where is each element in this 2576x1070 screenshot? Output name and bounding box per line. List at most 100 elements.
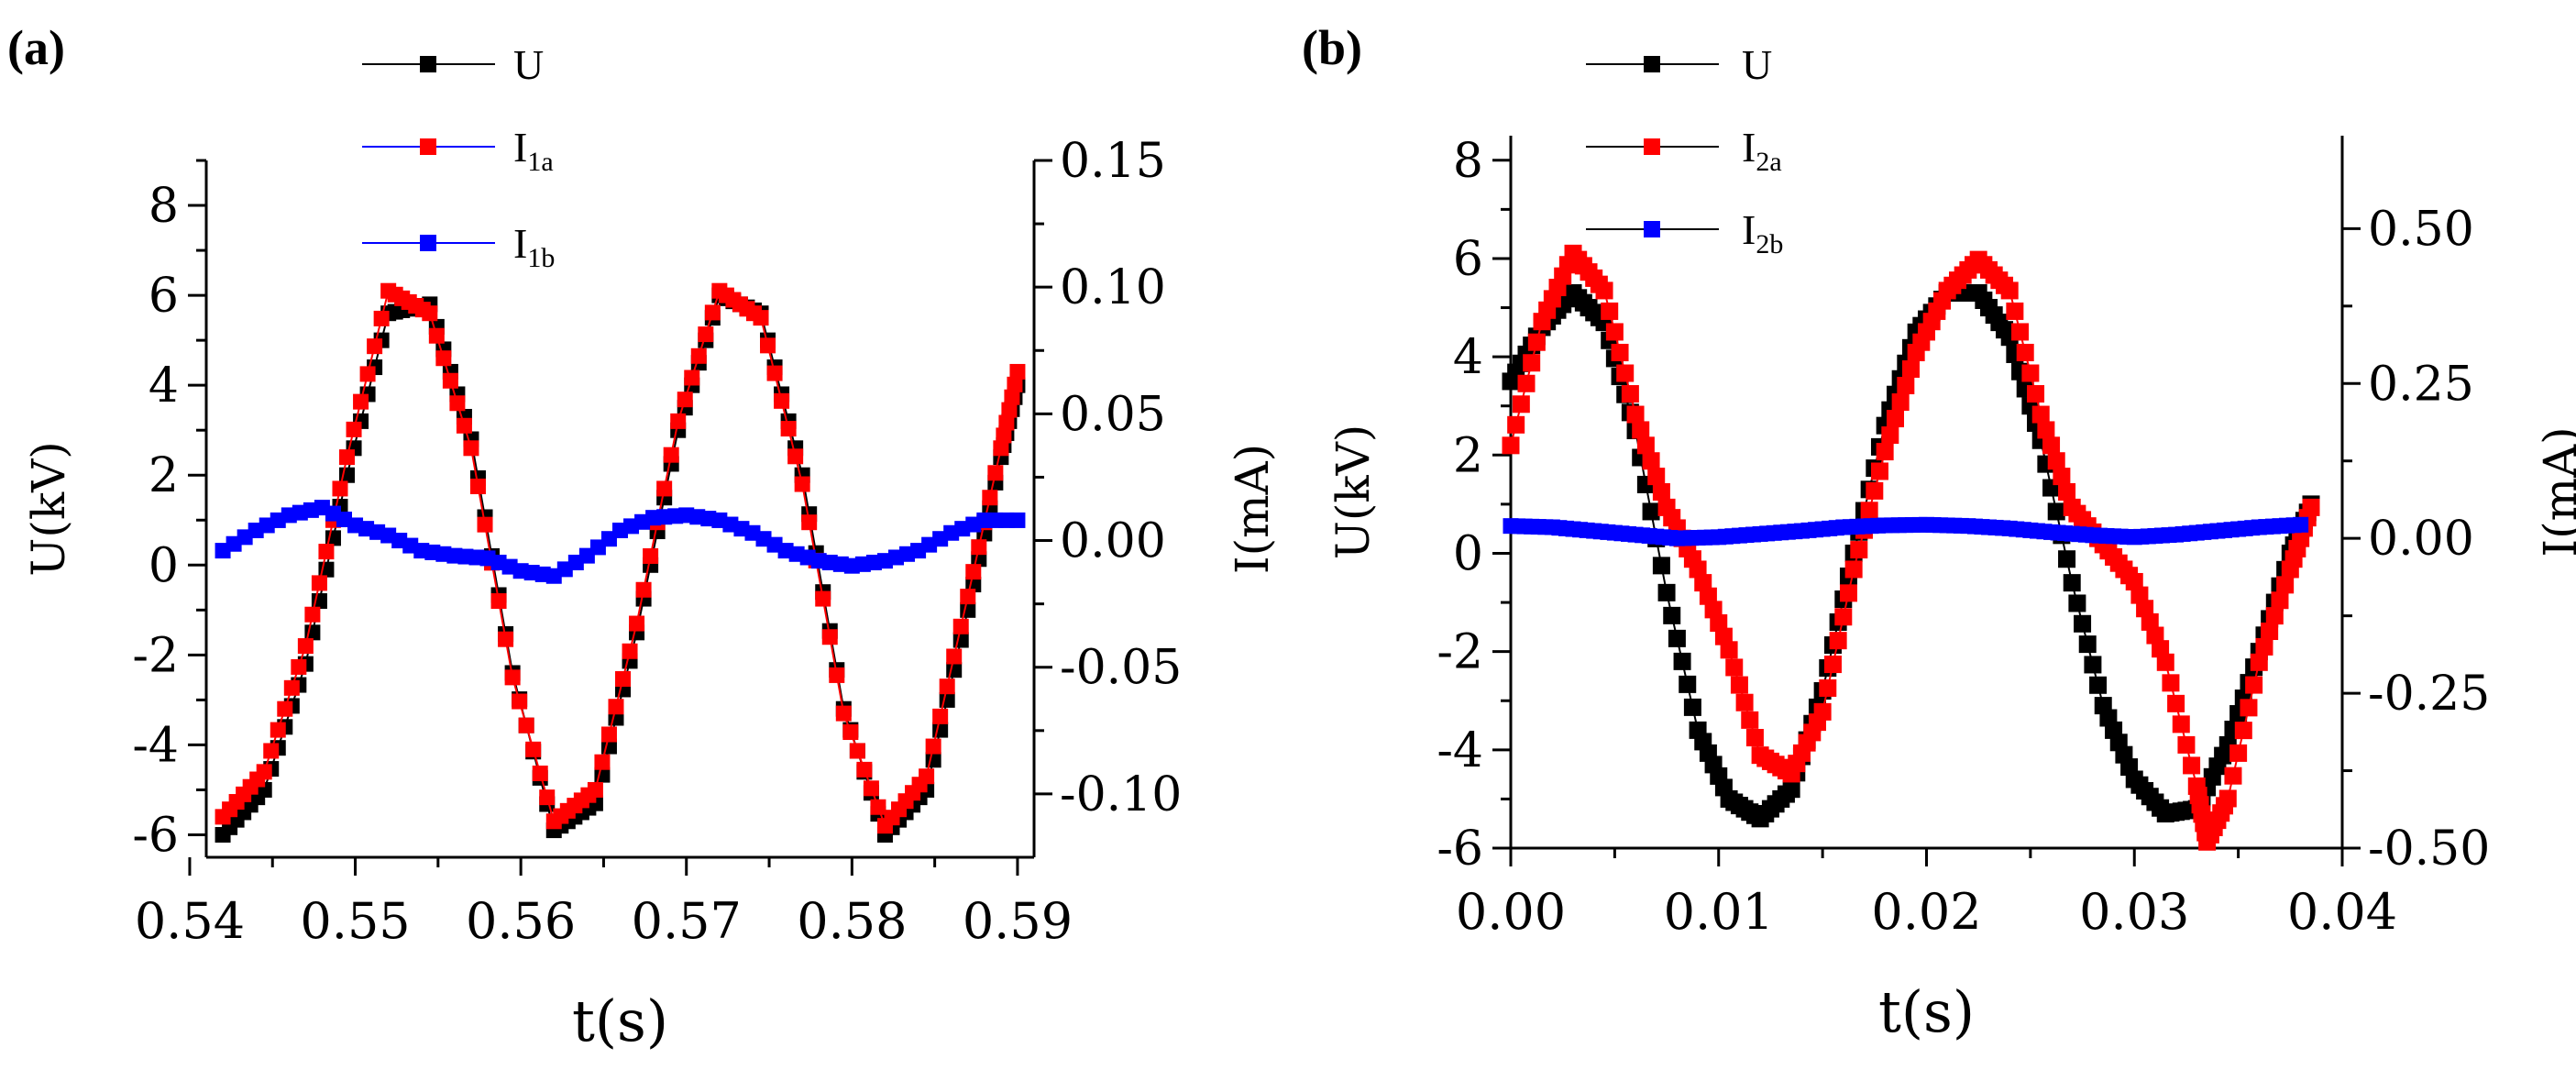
data-point-I2a — [1595, 281, 1613, 300]
data-point-I1a — [993, 440, 1009, 457]
data-point-U — [952, 632, 969, 648]
data-point-I1a — [346, 421, 362, 437]
x-tick-label: 0.00 — [1456, 883, 1566, 941]
data-point-I2a — [2152, 640, 2170, 658]
data-point-I1a — [490, 593, 507, 610]
data-point-U — [1782, 780, 1800, 799]
data-point-I2a — [2156, 653, 2174, 671]
y-left-tick-label: 6 — [149, 269, 179, 324]
data-point-I1a — [643, 547, 659, 564]
data-point-U — [1683, 698, 1701, 716]
data-point-I1a — [842, 724, 859, 741]
data-point-I2a — [2016, 343, 2034, 361]
data-point-I2a — [2234, 722, 2252, 740]
data-point-I2a — [1647, 468, 1666, 486]
data-point-I2a — [2058, 483, 2076, 501]
y-left-tick-label: 4 — [149, 359, 179, 414]
data-point-I2a — [1605, 323, 1624, 341]
data-point-I1a — [291, 658, 307, 675]
data-point-I1a — [608, 699, 624, 715]
data-point-I1a — [684, 370, 700, 386]
data-point-I2a — [2245, 676, 2263, 694]
data-point-I1a — [477, 516, 493, 533]
data-point-I2a — [1652, 483, 1670, 501]
data-point-I1a — [670, 413, 687, 429]
data-point-I2a — [2042, 436, 2061, 455]
data-point-I2a — [1844, 560, 1863, 579]
data-point-I2a — [1527, 333, 1546, 351]
data-point-I2a — [1642, 452, 1660, 470]
data-point-I2b — [2293, 516, 2309, 533]
data-point-I1a — [422, 305, 438, 322]
data-point-I2a — [1819, 678, 1837, 697]
data-point-I1a — [469, 478, 486, 494]
data-point-U — [2074, 614, 2092, 633]
legend-label-subscript: 1b — [527, 243, 555, 273]
data-point-I1a — [270, 722, 286, 738]
data-point-I1a — [982, 490, 998, 506]
y-left-tick-label: 0 — [149, 538, 179, 593]
data-point-U — [2089, 676, 2108, 694]
data-point-I1a — [449, 395, 466, 412]
y-left-axis-label: U(kV) — [1327, 425, 1380, 560]
y-right-tick-label: -0.10 — [1060, 767, 1182, 822]
data-point-I1a — [635, 581, 652, 598]
data-point-I2a — [1901, 359, 1920, 378]
x-tick-label: 0.01 — [1664, 883, 1774, 941]
data-point-I1a — [863, 780, 879, 797]
data-point-I1a — [622, 643, 638, 659]
y-left-tick-label: 6 — [1453, 232, 1483, 287]
data-point-I2a — [1601, 302, 1619, 320]
data-point-I2a — [1611, 343, 1629, 361]
data-point-I2a — [1829, 632, 1847, 650]
x-tick-label: 0.58 — [797, 892, 907, 950]
legend-label-subscript: 2b — [1756, 229, 1783, 259]
data-point-I1a — [760, 337, 776, 354]
data-point-I2a — [1866, 481, 1884, 500]
data-point-U — [925, 752, 941, 768]
data-point-I1a — [766, 365, 783, 381]
data-point-I2a — [1860, 502, 1878, 520]
data-point-I2a — [1745, 729, 1764, 747]
panel-a-label: (a) — [7, 20, 65, 75]
data-point-U — [939, 691, 955, 708]
data-point-U — [1652, 557, 1670, 575]
data-point-I2a — [1834, 608, 1853, 626]
data-point-I1a — [504, 669, 521, 686]
data-point-I2a — [2177, 735, 2196, 754]
data-point-I1a — [987, 465, 1004, 481]
data-point-U — [946, 662, 963, 678]
y-right-tick-label: 0.00 — [2368, 512, 2474, 567]
data-point-I2a — [2006, 302, 2024, 320]
data-point-I1a — [277, 700, 293, 717]
data-point-I2a — [1512, 395, 1530, 414]
data-point-I2a — [2261, 623, 2279, 641]
data-point-I2a — [2047, 452, 2065, 470]
data-point-I2a — [2130, 586, 2149, 604]
data-point-I2a — [1891, 393, 1910, 412]
data-point-I2a — [2027, 385, 2045, 403]
y-right-tick-label: 0.10 — [1060, 260, 1166, 315]
data-point-U — [2084, 656, 2102, 674]
data-point-I1a — [428, 327, 445, 344]
data-point-I2a — [2031, 405, 2050, 424]
y-left-tick-label: 0 — [1453, 526, 1483, 581]
legend-label: U — [513, 41, 544, 88]
data-point-I2a — [1823, 656, 1842, 674]
x-tick-label: 0.57 — [632, 892, 742, 950]
data-point-U — [960, 601, 976, 618]
y-right-tick-label: 0.50 — [2368, 202, 2474, 257]
data-point-I2a — [1741, 711, 1759, 729]
data-point-I2a — [1517, 374, 1536, 392]
y-left-tick-label: 4 — [1453, 330, 1483, 385]
data-point-I2a — [1881, 426, 1899, 445]
data-point-I1a — [353, 393, 369, 410]
data-point-I2a — [1725, 658, 1744, 677]
x-axis-label: t(s) — [572, 987, 668, 1054]
data-point-I2a — [1616, 364, 1635, 382]
data-point-I2a — [1704, 601, 1723, 619]
data-point-I2a — [1507, 415, 1525, 434]
data-point-U — [1657, 583, 1676, 601]
x-tick-label: 0.56 — [466, 892, 576, 950]
y-left-tick-label: 8 — [1453, 134, 1483, 189]
